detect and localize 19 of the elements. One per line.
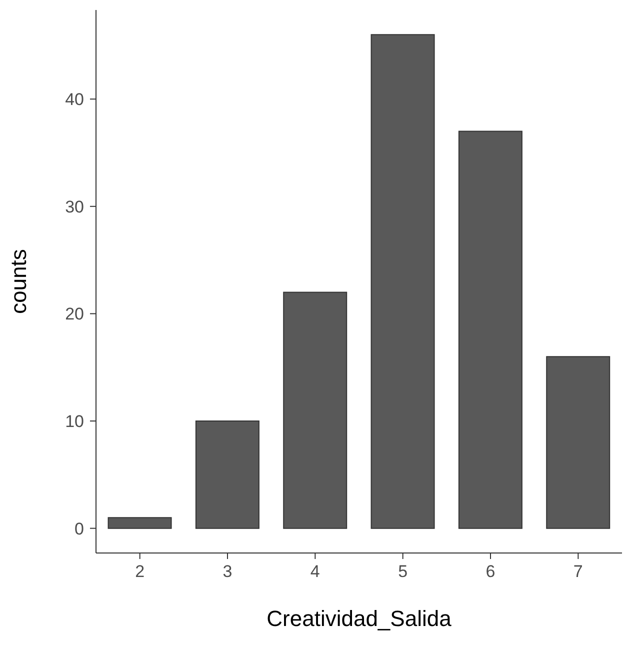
x-tick-label: 6 xyxy=(486,562,496,582)
y-tick-label: 0 xyxy=(74,519,84,538)
x-tick-label: 7 xyxy=(573,562,583,582)
bar xyxy=(108,517,172,529)
x-tick-label: 3 xyxy=(222,562,232,582)
bar xyxy=(458,130,522,529)
bar xyxy=(283,292,348,529)
y-tick-label: 40 xyxy=(65,90,84,110)
x-tick-label: 2 xyxy=(135,562,145,582)
x-axis-title: Creatividad_Salida xyxy=(266,606,452,631)
x-tick-label: 5 xyxy=(398,562,408,582)
y-tick-label: 30 xyxy=(65,197,84,216)
x-tick-label: 4 xyxy=(310,562,320,582)
bar xyxy=(546,356,610,529)
y-axis-title: counts xyxy=(6,249,31,314)
bar xyxy=(370,34,435,529)
y-tick-label: 10 xyxy=(65,412,84,432)
bar xyxy=(195,420,260,529)
y-tick-label: 20 xyxy=(65,304,84,324)
